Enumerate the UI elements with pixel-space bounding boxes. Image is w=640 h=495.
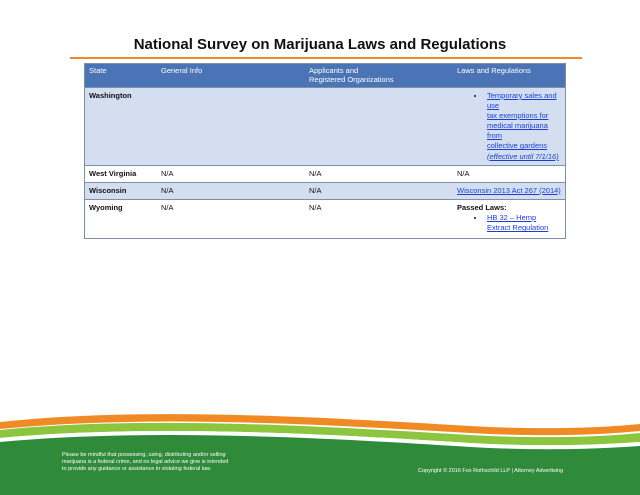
footer-white-gap: [0, 431, 640, 450]
law-link-text: collective gardens: [487, 141, 548, 151]
footer-copyright: Copyright © 2016 Fox Rothschild LLP | At…: [418, 468, 564, 474]
list-item: Temporary sales and use tax exemptions f…: [485, 91, 561, 162]
laws-list: Temporary sales and use tax exemptions f…: [457, 91, 561, 162]
disclaimer-line: Please be mindful that possessing, using…: [62, 452, 226, 458]
state-cell: West Virginia: [84, 164, 157, 183]
law-link-washington[interactable]: Temporary sales and use tax exemptions f…: [487, 91, 559, 161]
law-link-text: Extract Regulation: [487, 223, 549, 233]
state-cell: Wisconsin: [84, 181, 157, 200]
laws-cell: Passed Laws: HB 32 – Hemp Extract Regula…: [453, 198, 566, 239]
disclaimer-line: marijuana is a federal crime, and no leg…: [62, 459, 229, 466]
law-link-text: HB 32 – Hemp: [487, 213, 537, 222]
laws-cell: Wisconsin 2013 Act 267 (2014): [453, 181, 566, 200]
state-cell: Washington: [84, 86, 157, 166]
passed-laws-label: Passed Laws:: [457, 202, 507, 212]
general-info-cell: N/A: [157, 198, 305, 239]
footer-disclaimer: Please be mindful that possessing, using…: [62, 452, 262, 473]
applicants-cell: N/A: [305, 164, 453, 183]
list-item: HB 32 – Hemp Extract Regulation: [485, 213, 561, 233]
disclaimer-line: to provide any guidance or assistance in…: [62, 466, 212, 473]
laws-table: State General Info Applicants and Regist…: [84, 63, 566, 239]
header-laws: Laws and Regulations: [453, 63, 566, 88]
applicants-cell: [305, 86, 453, 166]
laws-list: HB 32 – Hemp Extract Regulation: [457, 213, 561, 233]
footer-orange-swoosh: [0, 414, 640, 436]
header-general-info: General Info: [157, 63, 305, 88]
header-applicants-line2: Registered Organizations: [309, 75, 394, 85]
footer-green-band: [0, 435, 640, 495]
table-row: Wisconsin N/A N/A Wisconsin 2013 Act 267…: [84, 181, 566, 200]
header-applicants: Applicants and Registered Organizations: [305, 63, 453, 88]
applicants-cell: N/A: [305, 181, 453, 200]
footer-wave-graphic: [0, 414, 640, 495]
footer-light-green-swoosh: [0, 422, 640, 446]
general-info-cell: [157, 86, 305, 166]
title-divider: [70, 57, 582, 59]
general-info-cell: N/A: [157, 164, 305, 183]
applicants-cell: N/A: [305, 198, 453, 239]
general-info-cell: N/A: [157, 181, 305, 200]
law-link-text: Temporary sales and use: [487, 90, 557, 110]
table-row: Wyoming N/A N/A Passed Laws: HB 32 – Hem…: [84, 198, 566, 239]
header-state: State: [84, 63, 157, 88]
table-header-row: State General Info Applicants and Regist…: [84, 63, 566, 88]
law-effective-date: (effective until 7/1/16): [487, 151, 559, 161]
table-row: West Virginia N/A N/A N/A: [84, 164, 566, 183]
laws-cell: Temporary sales and use tax exemptions f…: [453, 86, 566, 166]
page-title: National Survey on Marijuana Laws and Re…: [133, 36, 507, 53]
law-link-text: tax exemptions for: [487, 111, 549, 120]
header-applicants-line1: Applicants and: [309, 66, 359, 75]
law-link-wyoming[interactable]: HB 32 – Hemp Extract Regulation: [487, 213, 548, 232]
law-link-wisconsin[interactable]: Wisconsin 2013 Act 267 (2014): [457, 185, 561, 195]
laws-cell: N/A: [453, 164, 566, 183]
state-cell: Wyoming: [84, 198, 157, 239]
law-link-text: medical marijuana from: [487, 121, 548, 141]
table-row: Washington Temporary sales and use tax e…: [84, 86, 566, 166]
